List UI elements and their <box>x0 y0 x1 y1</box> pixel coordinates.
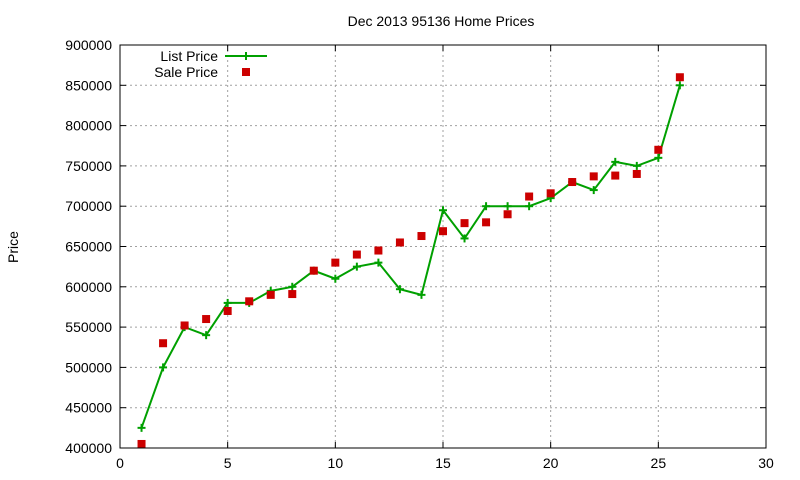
sale-price-point <box>395 238 404 247</box>
sale-price-point <box>503 210 512 219</box>
series-sale-price <box>137 73 684 448</box>
sale-price-point <box>439 227 447 236</box>
sale-price-point <box>352 250 361 259</box>
y-tick-label: 500000 <box>65 359 112 375</box>
x-tick-label: 30 <box>758 455 774 471</box>
y-axis-label: Price <box>5 231 21 263</box>
list-price-line <box>140 85 681 429</box>
y-tick-label: 600000 <box>65 279 112 295</box>
list-price-point <box>482 202 491 211</box>
sale-price-point <box>482 218 491 227</box>
y-tick-label: 800000 <box>65 118 112 134</box>
y-tick-label: 400000 <box>65 440 112 456</box>
sale-price-point <box>266 290 275 299</box>
list-price-point <box>202 331 211 340</box>
legend-label-list-price: List Price <box>160 48 218 64</box>
y-tick-label: 750000 <box>65 158 112 174</box>
sale-price-point <box>632 169 641 178</box>
sale-price-point <box>245 297 254 306</box>
sale-price-point <box>546 189 555 198</box>
x-tick-label: 10 <box>328 455 344 471</box>
list-price-point <box>654 153 663 162</box>
y-tick-label: 850000 <box>65 77 112 93</box>
list-price-point <box>223 298 232 307</box>
sale-price-point <box>331 258 340 267</box>
y-tick-label: 550000 <box>65 319 112 335</box>
y-tick-label: 450000 <box>65 400 112 416</box>
sale-price-point <box>223 306 232 315</box>
list-price-point <box>675 81 684 90</box>
sale-price-point <box>137 439 146 448</box>
sale-price-point <box>611 171 620 180</box>
sale-price-point <box>525 192 534 201</box>
sale-price-point <box>374 246 383 255</box>
series-layer <box>137 73 684 448</box>
list-price-point <box>159 363 168 372</box>
sale-price-point <box>180 321 189 330</box>
x-tick-label: 0 <box>116 455 124 471</box>
list-price-point <box>374 258 383 267</box>
list-price-point <box>632 161 641 170</box>
legend-marker-list-price <box>242 52 250 60</box>
list-price-point <box>503 202 512 211</box>
sale-price-point <box>654 145 663 154</box>
list-price-point <box>417 290 426 299</box>
sale-price-point <box>675 73 684 82</box>
sale-price-point <box>309 266 318 275</box>
legend-marker-sale-price <box>242 68 250 76</box>
list-price-point <box>611 157 620 166</box>
sale-price-point <box>568 178 577 187</box>
x-tick-label: 20 <box>543 455 559 471</box>
list-price-point <box>589 186 598 195</box>
list-price-point <box>525 202 534 211</box>
list-price-point <box>352 262 361 271</box>
x-tick-label: 5 <box>224 455 232 471</box>
sale-price-point <box>288 290 297 299</box>
sale-price-point <box>589 172 598 181</box>
list-price-point <box>395 285 404 294</box>
sale-price-point <box>417 232 426 241</box>
y-tick-label: 700000 <box>65 198 112 214</box>
list-price-point <box>460 234 469 243</box>
list-price-point <box>137 423 146 432</box>
list-price-point <box>288 282 297 291</box>
sale-price-point <box>460 219 469 228</box>
axis-ticks: 0 5 10 15 20 25 30 400000 450000 500000 550000 6000… <box>65 37 774 471</box>
sale-price-point <box>202 315 211 324</box>
legend-label-sale-price: Sale Price <box>154 64 218 80</box>
sale-price-point <box>159 339 168 348</box>
series-list-price <box>137 81 684 432</box>
x-tick-label: 25 <box>651 455 667 471</box>
x-tick-label: 15 <box>435 455 451 471</box>
y-tick-label: 900000 <box>65 37 112 53</box>
grid-lines <box>120 45 766 448</box>
chart-title: Dec 2013 95136 Home Prices <box>348 13 535 29</box>
y-tick-label: 650000 <box>65 239 112 255</box>
list-price-point <box>331 274 340 283</box>
list-price-point <box>439 206 447 215</box>
